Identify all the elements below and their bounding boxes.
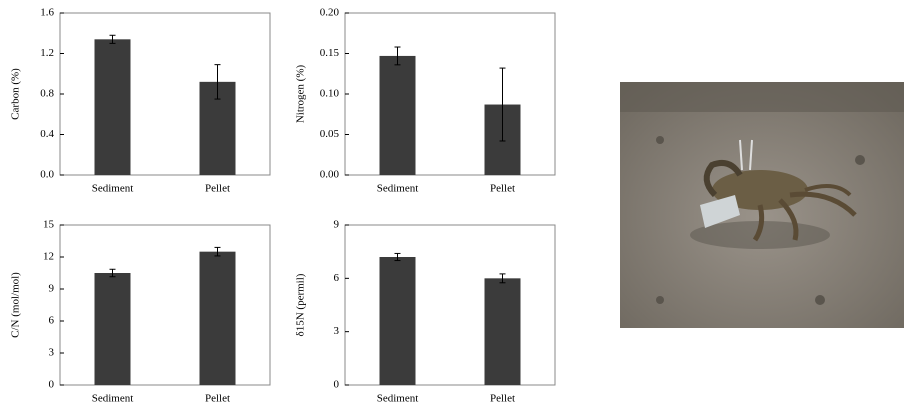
y-tick-label: 9 [334,219,340,231]
y-tick-label: 0 [49,379,55,391]
y-tick-label: 0.00 [320,169,340,181]
y-tick-label: 0.4 [40,128,54,140]
y-tick-label: 3 [49,347,55,359]
y-tick-label: 1.6 [40,7,54,19]
x-tick-label: Sediment [377,393,419,405]
y-tick-label: 9 [49,283,55,295]
y-axis-label: δ15N (permil) [295,273,307,336]
x-tick-label: Sediment [377,183,419,195]
bar [95,39,131,175]
bar [200,252,236,385]
bar [95,273,131,385]
bar [485,278,521,385]
y-tick-label: 0.20 [320,7,340,19]
x-tick-label: Pellet [490,183,515,195]
plot-frame [60,13,270,175]
bar [380,257,416,385]
y-tick-label: 0.0 [40,169,54,181]
figure: Carbon (%) 0.0 0.4 0.8 1.2 1.6 Sediment Pellet N… [0,0,904,407]
y-tick-label: 0.10 [320,88,340,100]
bar [380,56,416,175]
x-tick-label: Pellet [205,393,230,405]
plot-frame [60,225,270,385]
y-tick-label: 15 [43,219,55,231]
y-axis-label: Nitrogen (%) [295,64,307,123]
plot-frame [345,225,555,385]
y-tick-label: 0.15 [320,47,340,59]
x-tick-label: Pellet [205,183,230,195]
x-tick-label: Pellet [490,393,515,405]
y-tick-label: 6 [49,315,55,327]
crab-photo [620,82,904,328]
y-tick-label: 0 [334,379,340,391]
plot-frame [345,13,555,175]
y-tick-label: 0.05 [320,128,340,140]
y-axis-label: Carbon (%) [10,68,22,120]
y-tick-label: 6 [334,272,340,284]
y-axis-label: C/N (mol/mol) [10,272,22,338]
x-tick-label: Sediment [92,393,134,405]
y-tick-label: 1.2 [40,47,54,59]
y-tick-label: 12 [43,251,54,263]
page: Carbon (%) 0.0 0.4 0.8 1.2 1.6 Sediment Pellet N… [0,0,904,407]
y-tick-label: 3 [334,325,340,337]
x-tick-label: Sediment [92,183,134,195]
y-tick-label: 0.8 [40,88,54,100]
